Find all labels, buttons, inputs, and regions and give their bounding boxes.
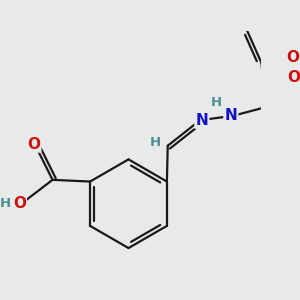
Text: O: O bbox=[286, 50, 299, 65]
Text: O: O bbox=[13, 196, 26, 211]
Text: O: O bbox=[27, 136, 40, 152]
Text: O: O bbox=[287, 70, 300, 85]
Text: H: H bbox=[0, 197, 11, 210]
Text: H: H bbox=[211, 96, 222, 109]
Text: N: N bbox=[196, 113, 208, 128]
Text: N: N bbox=[224, 107, 237, 122]
Text: H: H bbox=[150, 136, 161, 149]
